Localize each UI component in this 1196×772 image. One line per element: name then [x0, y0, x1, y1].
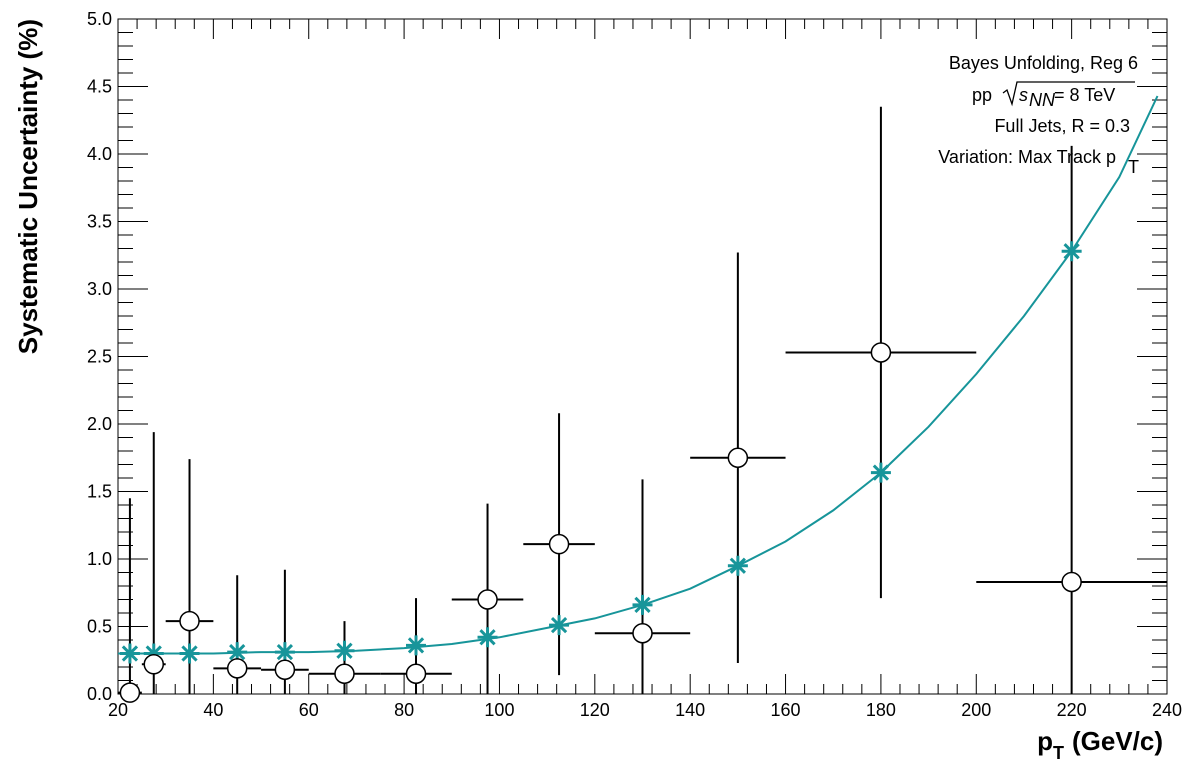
- circle-marker: [334, 663, 355, 684]
- star-marker: [632, 594, 653, 615]
- star-markers: [119, 241, 1082, 664]
- star-marker: [334, 640, 355, 661]
- star-marker: [179, 643, 200, 664]
- star-marker: [477, 627, 498, 648]
- y-tick-label: 3.5: [87, 212, 112, 232]
- x-tick-label: 120: [580, 700, 610, 720]
- star-marker: [406, 635, 427, 656]
- y-tick-label: 1.5: [87, 482, 112, 502]
- tick-labels: 20 40 60 80 100 120 140 160 180 200 220 240 0.0 0.5 1.…: [87, 9, 1182, 720]
- x-axis-title-main: p: [1037, 726, 1053, 756]
- circle-marker: [143, 654, 165, 675]
- star-marker: [143, 643, 164, 664]
- x-tick-label: 200: [961, 700, 991, 720]
- star-marker: [1061, 241, 1082, 262]
- circle-marker: [179, 610, 200, 632]
- annotation-pp: pp: [972, 85, 992, 105]
- x-axis-title: pT (GeV/c): [1037, 726, 1163, 763]
- annotation-nn: NN: [1029, 90, 1056, 110]
- y-tick-label: 0.5: [87, 617, 112, 637]
- y-axis-title: Systematic Uncertainty (%): [13, 19, 43, 354]
- x-tick-label: 220: [1057, 700, 1087, 720]
- circle-marker: [870, 342, 892, 363]
- x-tick-label: 60: [299, 700, 319, 720]
- sqrt-sign-icon: [1002, 81, 1135, 107]
- circle-marker: [548, 533, 570, 555]
- x-tick-label: 80: [394, 700, 414, 720]
- star-marker: [870, 462, 891, 483]
- y-tick-label: 5.0: [87, 9, 112, 29]
- circle-marker: [405, 663, 427, 684]
- star-marker: [119, 643, 140, 664]
- annotation-sqrt-s: s: [1019, 85, 1028, 105]
- y-tick-label: 2.5: [87, 347, 112, 367]
- legend-box: Bayes Unfolding, Reg 6 pp s NN = 8 TeV F…: [938, 53, 1139, 177]
- star-marker: [227, 642, 248, 663]
- y-tick-label: 3.0: [87, 279, 112, 299]
- circle-marker: [1061, 571, 1082, 593]
- star-marker: [274, 642, 295, 663]
- x-tick-label: 240: [1152, 700, 1182, 720]
- annotation-line-1: Bayes Unfolding, Reg 6: [949, 53, 1138, 73]
- x-tick-label: 100: [484, 700, 514, 720]
- x-tick-label: 160: [771, 700, 801, 720]
- circle-marker: [226, 658, 248, 679]
- circle-marker: [477, 589, 498, 610]
- circle-marker: [727, 447, 749, 468]
- annotation-energy: = 8 TeV: [1054, 85, 1115, 105]
- annotation-line-2: pp s NN = 8 TeV: [972, 81, 1135, 110]
- y-tick-label: 1.0: [87, 549, 112, 569]
- y-tick-label: 0.0: [87, 684, 112, 704]
- annotation-line-4: Variation: Max Track p T: [938, 147, 1139, 177]
- star-marker: [727, 555, 748, 576]
- circle-marker: [632, 623, 653, 644]
- x-tick-label: 180: [866, 700, 896, 720]
- annotation-variation: Variation: Max Track p: [938, 147, 1116, 167]
- y-tick-label: 4.5: [87, 77, 112, 97]
- x-tick-label: 20: [108, 700, 128, 720]
- x-axis-title-unit: (GeV/c): [1072, 726, 1163, 756]
- x-tick-label: 40: [203, 700, 223, 720]
- x-axis-title-sub: T: [1053, 743, 1064, 763]
- y-tick-label: 2.0: [87, 414, 112, 434]
- annotation-line-3: Full Jets, R = 0.3: [994, 116, 1130, 136]
- annotation-variation-sub: T: [1128, 157, 1139, 177]
- fit-curve: [118, 95, 1159, 655]
- x-tick-label: 140: [675, 700, 705, 720]
- circle-markers: [119, 342, 1082, 703]
- star-marker: [549, 615, 570, 636]
- circle-marker: [274, 659, 296, 680]
- circle-marker: [119, 682, 141, 703]
- y-tick-label: 4.0: [87, 144, 112, 164]
